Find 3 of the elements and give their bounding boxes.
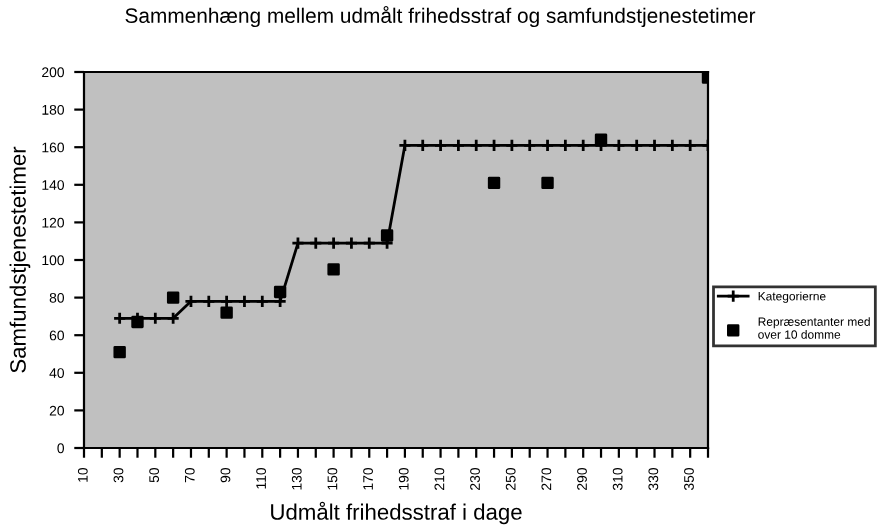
x-axis-title: Udmålt frihedsstraf i dage [271, 501, 522, 525]
y-axis-title: Samfundstjenestetimer [9, 146, 31, 373]
chart-title: Sammenhæng mellem udmålt frihedsstraf og samfundstjenestetimer [125, 6, 756, 28]
